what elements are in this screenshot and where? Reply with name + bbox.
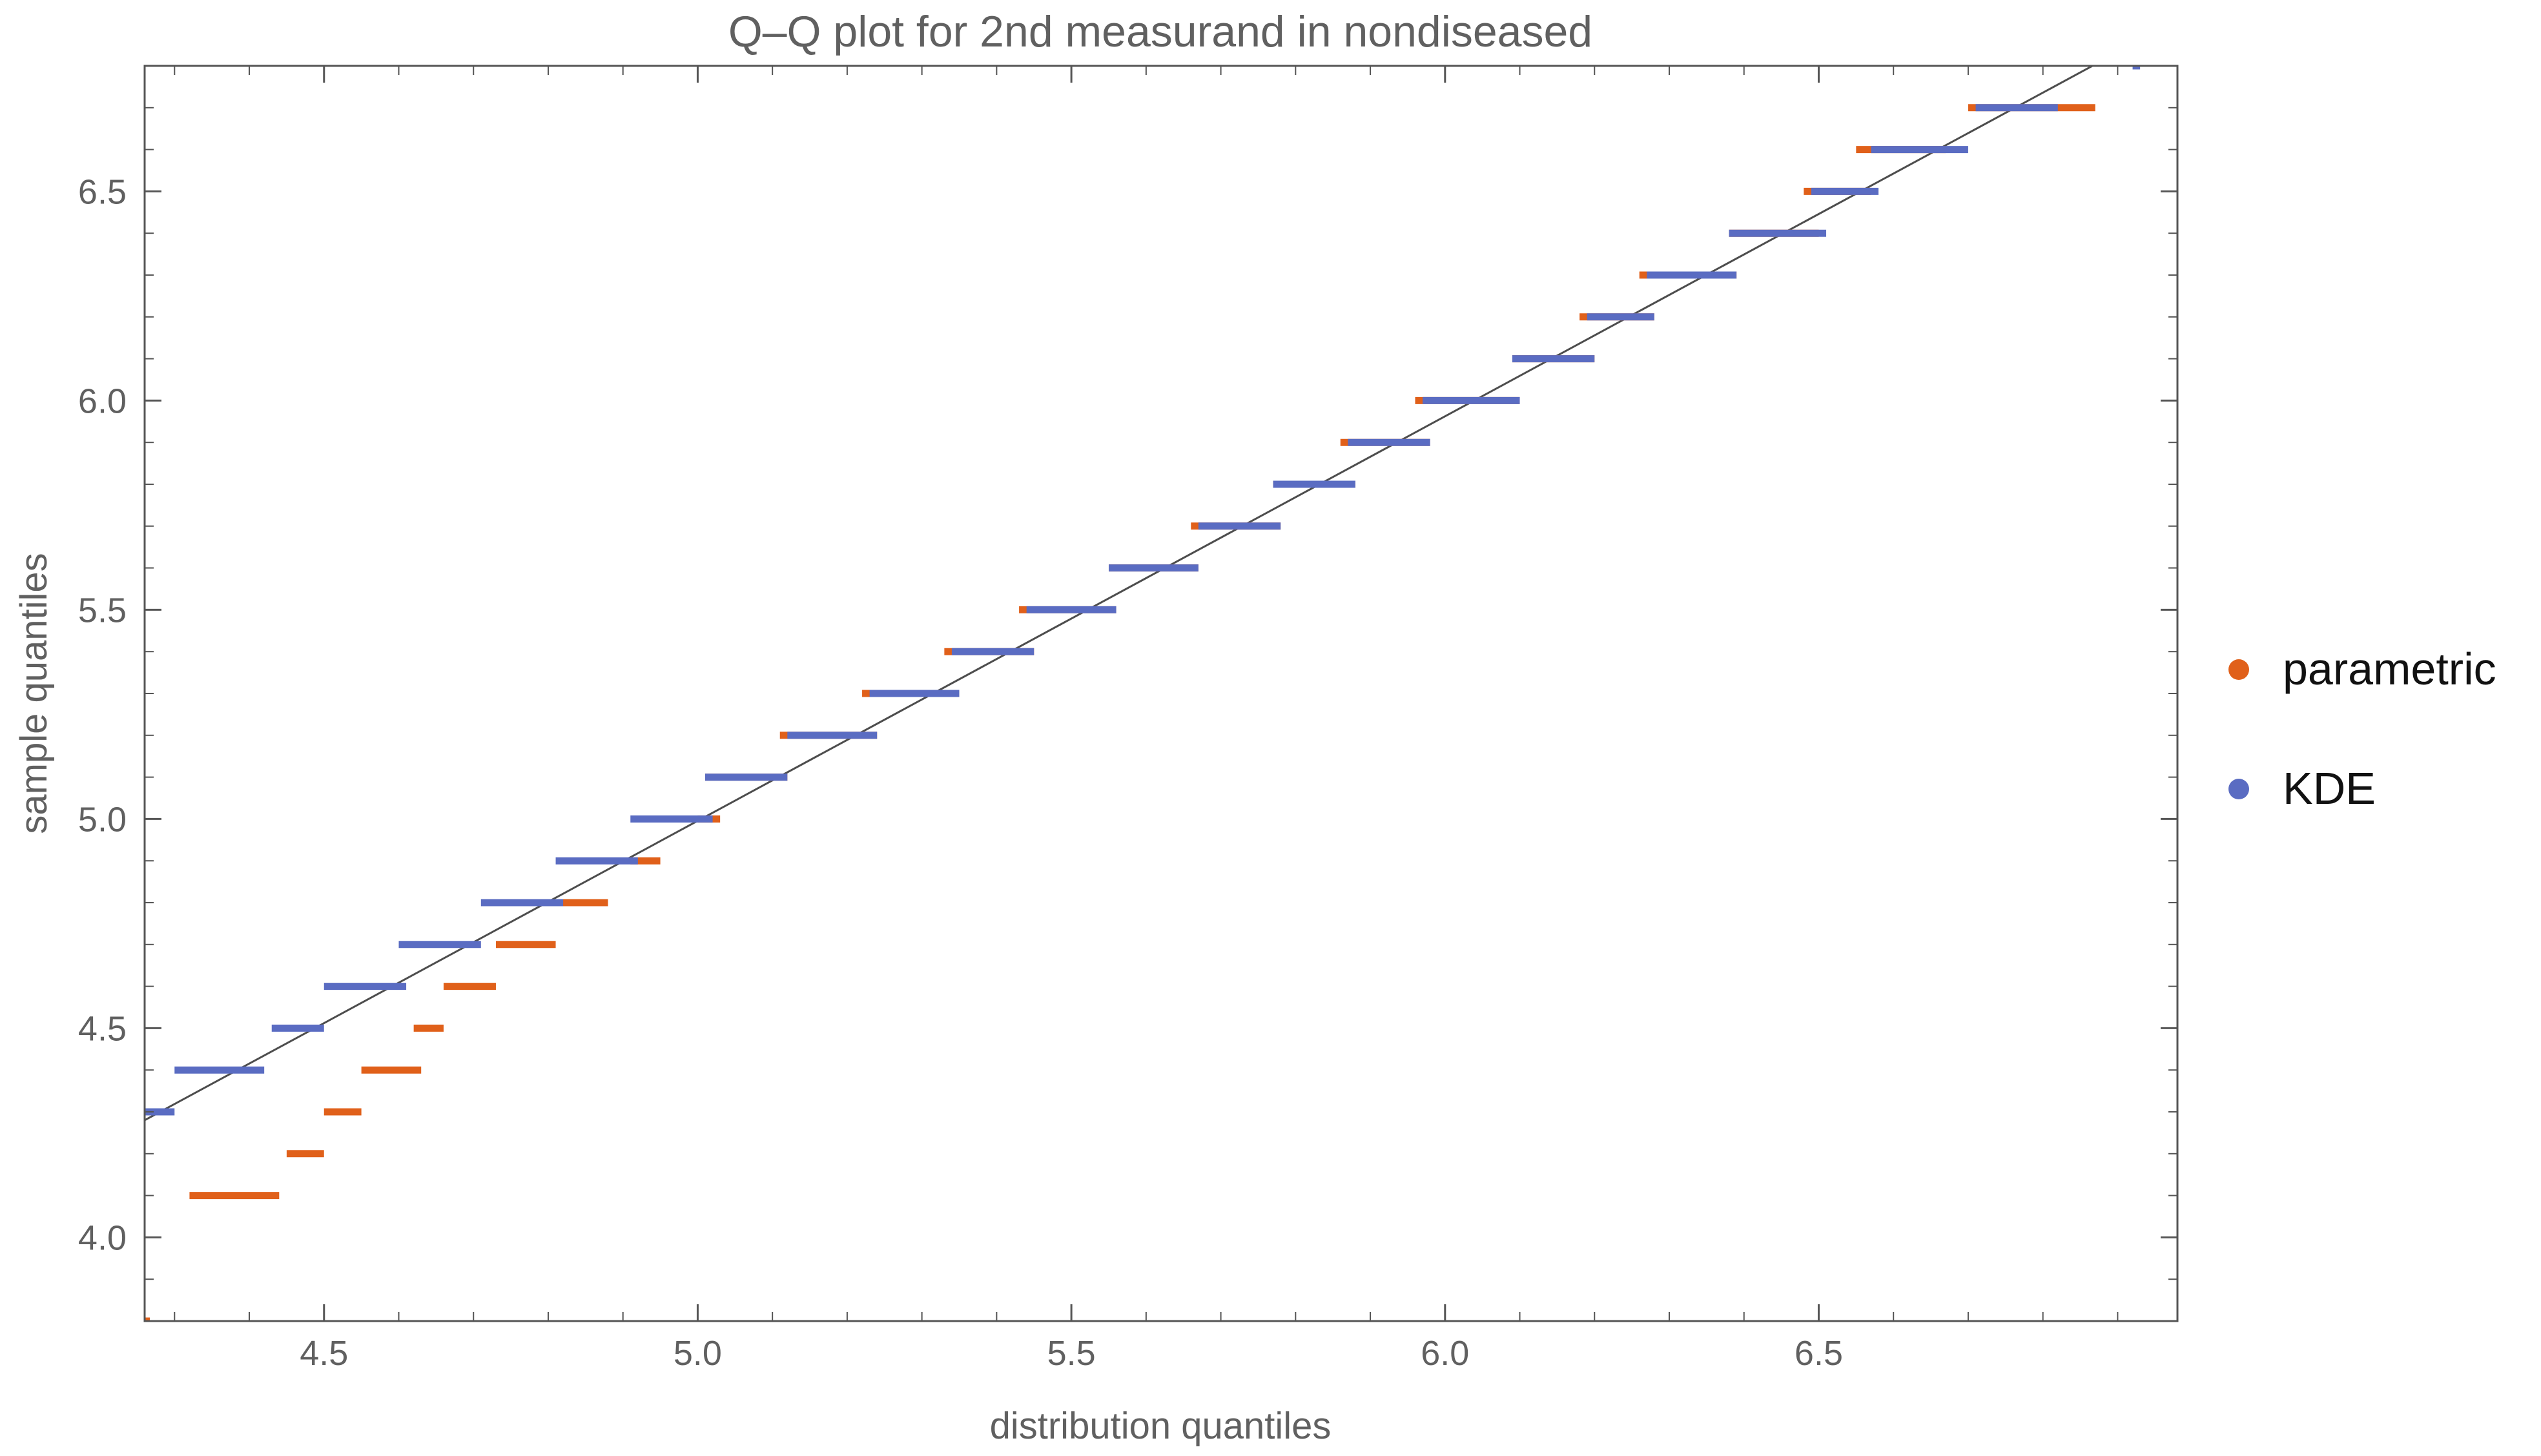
series-kde [145, 66, 2141, 1116]
x-axis-label: distribution quantiles [990, 1405, 1332, 1447]
chart-title: Q–Q plot for 2nd measurand in nondisease… [728, 7, 1592, 56]
y-tick-label-2: 5.0 [78, 800, 127, 839]
x-tick-label-2: 5.5 [1047, 1334, 1096, 1373]
legend-marker-parametric [2228, 659, 2249, 680]
series-parametric [145, 66, 2177, 1321]
x-tick-label-4: 6.5 [1795, 1334, 1843, 1373]
plot-frame [143, 65, 2179, 1322]
x-tick-label-1: 5.0 [674, 1334, 722, 1373]
y-tick-label-5: 6.5 [78, 172, 127, 211]
y-tick-label-3: 5.5 [78, 591, 127, 630]
y-tick-label-4: 6.0 [78, 382, 127, 420]
legend-label-parametric: parametric [2283, 644, 2496, 694]
legend: parametric KDE [2228, 644, 2496, 814]
y-tick-label-0: 4.0 [78, 1218, 127, 1257]
x-tick-label-3: 6.0 [1421, 1334, 1469, 1373]
legend-marker-kde [2228, 779, 2249, 799]
legend-label-kde: KDE [2283, 763, 2376, 814]
y-axis-label: sample quantiles [13, 553, 55, 834]
y-tick-label-1: 4.5 [78, 1009, 127, 1048]
x-tick-label-0: 4.5 [300, 1334, 348, 1373]
